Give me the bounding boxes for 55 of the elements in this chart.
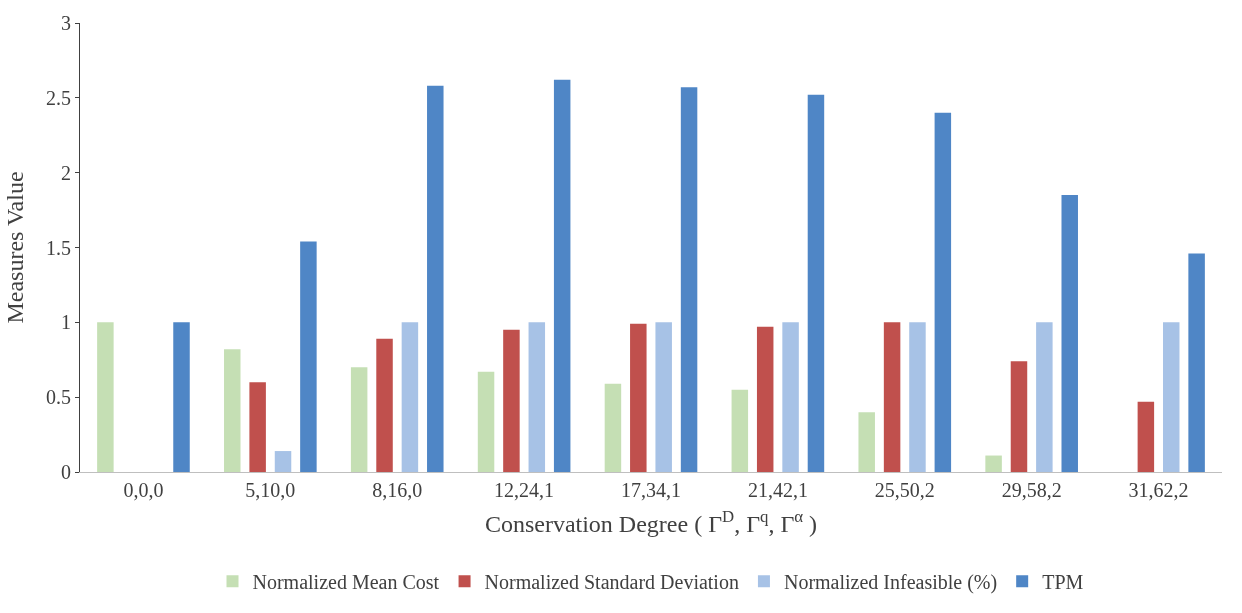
bar bbox=[350, 367, 368, 472]
y-tick-label: 3 bbox=[61, 12, 71, 34]
bar bbox=[249, 382, 266, 472]
bar bbox=[909, 322, 926, 472]
x-tick-label: 5,10,0 bbox=[245, 479, 296, 501]
x-tick-label: 12,24,1 bbox=[494, 479, 555, 501]
x-tick-label: 17,34,1 bbox=[621, 479, 681, 501]
bar bbox=[97, 322, 114, 472]
y-tick-label: 1.5 bbox=[46, 236, 71, 259]
x-axis-title: Conservation Degree ( Γ$^{D}$, Γ$^{q}$, Γ$^{α}$ ) bbox=[484, 507, 818, 538]
legend-label: Normalized Mean Cost bbox=[252, 571, 440, 594]
bar bbox=[528, 322, 546, 472]
bar bbox=[1036, 322, 1053, 472]
bar bbox=[630, 323, 647, 472]
bar bbox=[376, 338, 393, 472]
bar bbox=[503, 329, 520, 472]
x-tick-label: 29,58,2 bbox=[1001, 479, 1062, 501]
bar bbox=[756, 326, 774, 472]
y-tick-label: 0.5 bbox=[46, 386, 71, 409]
bar bbox=[1188, 253, 1205, 472]
bar bbox=[680, 87, 698, 472]
bar bbox=[427, 85, 444, 472]
bar bbox=[934, 112, 952, 472]
x-tick-label: 31,62,2 bbox=[1128, 479, 1189, 501]
bar bbox=[807, 94, 825, 472]
bar bbox=[782, 322, 799, 472]
bar bbox=[731, 389, 749, 472]
legend-label: TPM bbox=[1042, 571, 1084, 594]
bar bbox=[604, 383, 622, 472]
bar bbox=[655, 322, 672, 472]
bar bbox=[173, 322, 190, 472]
x-tick-label: 25,50,2 bbox=[874, 479, 935, 501]
bar bbox=[401, 322, 419, 472]
y-tick-label: 2.5 bbox=[46, 86, 71, 109]
bar bbox=[553, 79, 571, 472]
x-tick-label: 8,16,0 bbox=[372, 479, 423, 501]
bar bbox=[477, 371, 495, 472]
bar bbox=[1137, 401, 1155, 472]
bar bbox=[274, 451, 292, 472]
legend-label: Normalized Standard Deviation bbox=[484, 571, 739, 594]
bar bbox=[985, 455, 1002, 472]
bar bbox=[883, 322, 901, 472]
y-tick-label: 0 bbox=[61, 461, 71, 483]
bar bbox=[1061, 195, 1078, 472]
y-tick-label: 2 bbox=[61, 161, 71, 184]
y-tick-label: 1 bbox=[61, 311, 71, 334]
y-axis-title: Measures Value bbox=[2, 171, 29, 324]
legend-label: Normalized Infeasible (%) bbox=[783, 571, 998, 595]
bar bbox=[1010, 361, 1028, 472]
bar bbox=[1163, 322, 1180, 472]
bar bbox=[224, 349, 241, 472]
x-tick-label: 0,0,0 bbox=[123, 479, 164, 501]
bar bbox=[300, 241, 317, 472]
bar bbox=[858, 412, 875, 472]
x-tick-label: 21,42,1 bbox=[747, 479, 808, 501]
